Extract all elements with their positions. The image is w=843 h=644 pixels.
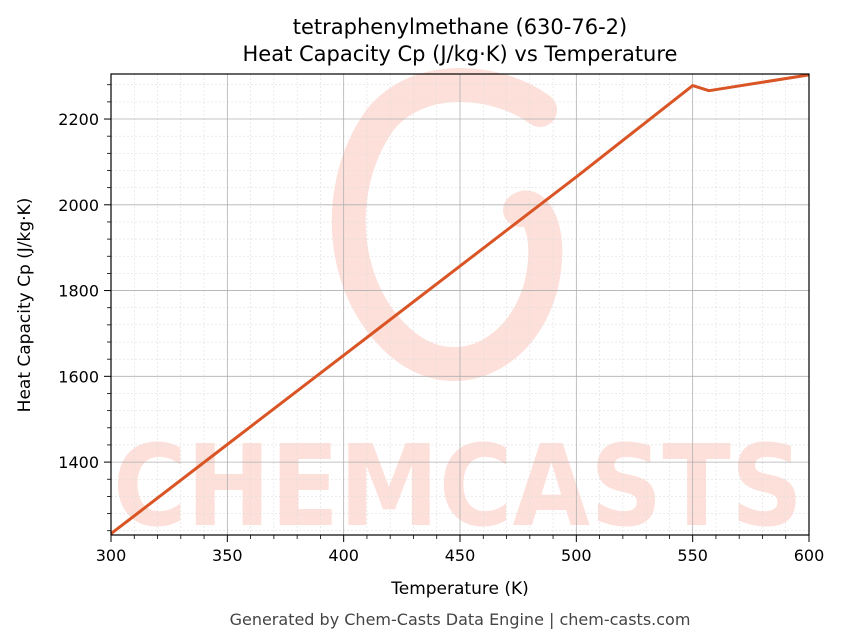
y-tick-label: 2000 <box>58 196 99 215</box>
series-layer <box>110 73 810 535</box>
watermark-text: CHEMCASTS <box>113 422 803 552</box>
x-tick-label: 450 <box>445 546 476 565</box>
y-tick-label: 1400 <box>58 453 99 472</box>
y-axis-label: Heat Capacity Cp (J/kg·K) <box>15 198 35 413</box>
series-line <box>110 73 810 535</box>
y-tick-label: 1600 <box>58 367 99 386</box>
x-tick-label: 500 <box>561 546 592 565</box>
x-tick-label: 400 <box>328 546 359 565</box>
footer-credit: Generated by Chem-Casts Data Engine | ch… <box>230 610 691 629</box>
x-tick-label: 350 <box>212 546 243 565</box>
y-tick-label: 2200 <box>58 110 99 129</box>
axis-ticks: 300 350 400 450 500 550 600 1400 1600 1800 2000 220… <box>58 84 825 565</box>
chart-title-line1: tetraphenylmethane (630-76-2) <box>293 15 627 39</box>
x-tick-label: 300 <box>96 546 127 565</box>
y-tick-label: 1800 <box>58 282 99 301</box>
x-tick-label: 550 <box>677 546 708 565</box>
x-axis-label: Temperature (K) <box>390 579 529 599</box>
watermark: CHEMCASTS <box>113 68 803 552</box>
watermark-swirl <box>331 68 563 382</box>
x-tick-label: 600 <box>794 546 825 565</box>
chart-title-line2: Heat Capacity Cp (J/kg·K) vs Temperature <box>243 42 678 66</box>
